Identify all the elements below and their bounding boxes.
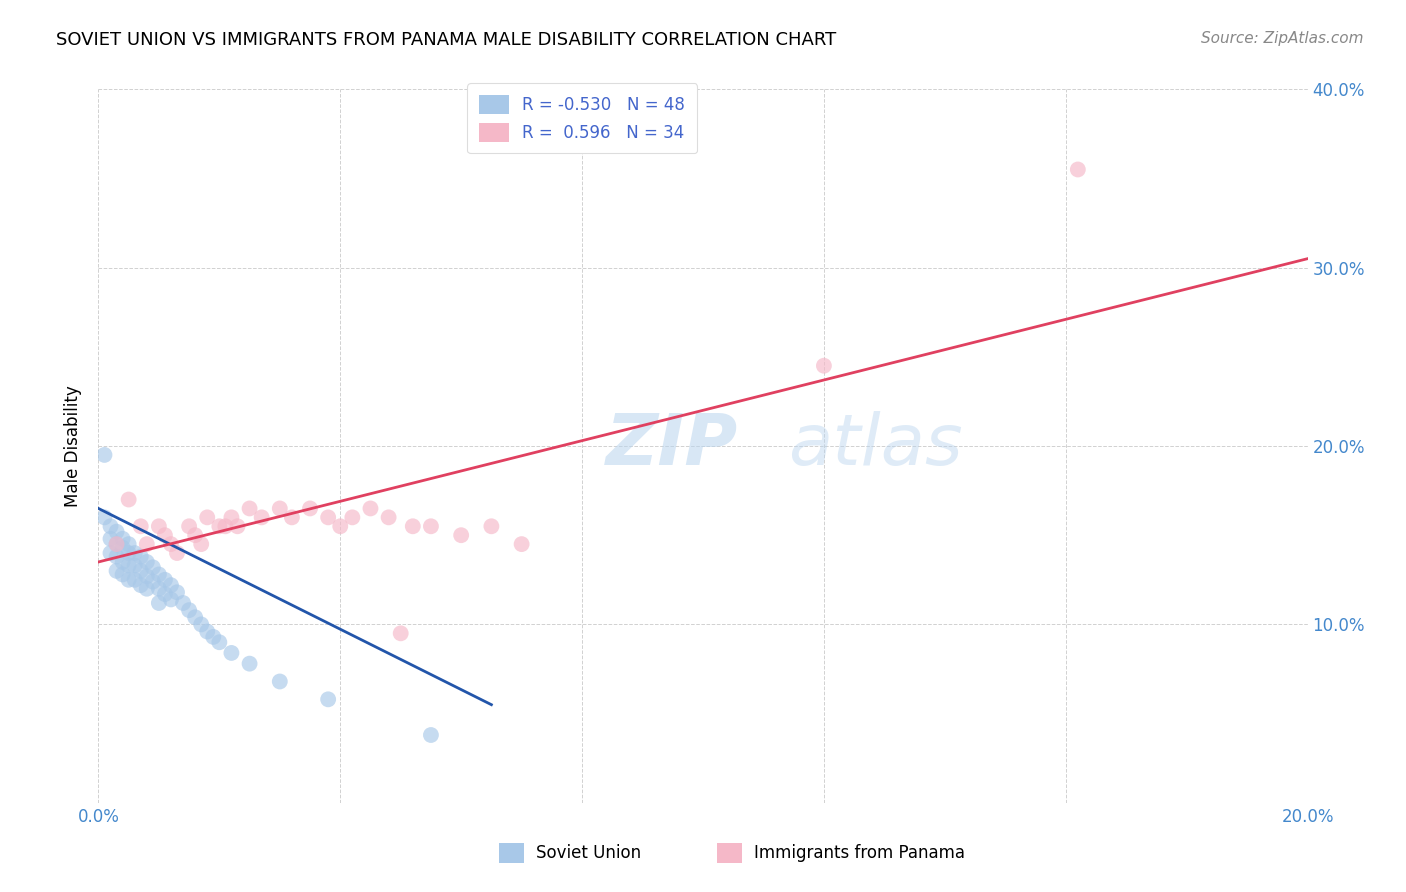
Point (111, 532, 134, 546)
Text: atlas: atlas (787, 411, 962, 481)
Point (111, 555, 134, 569)
Point (239, 501, 262, 516)
Point (129, 564, 152, 578)
Point (142, 560, 165, 574)
Point (111, 541, 134, 555)
Point (153, 573, 176, 587)
Point (202, 630, 225, 644)
Point (342, 510, 364, 524)
Point (221, 510, 243, 524)
Point (129, 549, 152, 564)
Point (269, 674, 291, 689)
Point (105, 524, 128, 539)
Point (129, 519, 152, 533)
Point (813, 359, 835, 373)
Point (135, 569, 157, 583)
Point (160, 592, 183, 607)
Text: Soviet Union: Soviet Union (536, 844, 641, 862)
Point (124, 546, 146, 560)
Point (166, 585, 188, 599)
Legend: R = -0.530   N = 48, R =  0.596   N = 34: R = -0.530 N = 48, R = 0.596 N = 34 (467, 83, 697, 153)
Point (124, 558, 146, 573)
Point (100, 519, 122, 533)
Text: SOVIET UNION VS IMMIGRANTS FROM PANAMA MALE DISABILITY CORRELATION CHART: SOVIET UNION VS IMMIGRANTS FROM PANAMA M… (56, 31, 837, 49)
Point (179, 603, 201, 617)
Point (190, 537, 212, 551)
Point (195, 624, 218, 639)
Bar (717, 843, 742, 863)
Point (389, 626, 412, 640)
Point (124, 573, 146, 587)
Point (148, 519, 170, 533)
Point (184, 610, 207, 624)
Point (208, 519, 231, 533)
Point (100, 546, 122, 560)
Point (226, 519, 249, 533)
Point (118, 546, 141, 560)
Point (166, 546, 188, 560)
Text: Source: ZipAtlas.com: Source: ZipAtlas.com (1201, 31, 1364, 46)
Point (148, 596, 170, 610)
Point (1067, 162, 1090, 177)
Point (153, 587, 176, 601)
Point (269, 501, 291, 516)
Point (148, 567, 170, 582)
Point (135, 582, 157, 596)
Y-axis label: Male Disability: Male Disability (65, 385, 83, 507)
Point (195, 510, 218, 524)
Point (316, 692, 339, 706)
Point (402, 519, 425, 533)
Point (221, 646, 243, 660)
Point (329, 519, 352, 533)
Point (148, 582, 170, 596)
Point (510, 537, 533, 551)
Point (160, 537, 183, 551)
Point (93, 448, 115, 462)
Point (142, 574, 165, 589)
Point (420, 728, 443, 742)
Text: ZIP: ZIP (606, 411, 738, 481)
Text: Immigrants from Panama: Immigrants from Panama (754, 844, 965, 862)
Point (153, 528, 176, 542)
Point (135, 555, 157, 569)
Point (360, 501, 382, 516)
Point (299, 501, 322, 516)
Point (118, 573, 141, 587)
Point (105, 537, 128, 551)
Point (105, 537, 128, 551)
Point (135, 537, 157, 551)
Point (190, 617, 212, 632)
Point (172, 596, 194, 610)
Point (179, 519, 201, 533)
Point (105, 549, 128, 564)
Point (93, 510, 115, 524)
Point (239, 657, 262, 671)
Point (214, 519, 236, 533)
Point (118, 492, 141, 507)
Point (111, 567, 134, 582)
Bar (499, 843, 524, 863)
Point (100, 532, 122, 546)
Point (481, 519, 503, 533)
Point (184, 528, 207, 542)
Point (250, 510, 273, 524)
Point (450, 528, 472, 542)
Point (208, 635, 231, 649)
Point (160, 578, 183, 592)
Point (105, 564, 128, 578)
Point (129, 578, 152, 592)
Point (316, 510, 339, 524)
Point (420, 519, 443, 533)
Point (377, 510, 399, 524)
Point (118, 558, 141, 573)
Point (281, 510, 304, 524)
Point (118, 537, 141, 551)
